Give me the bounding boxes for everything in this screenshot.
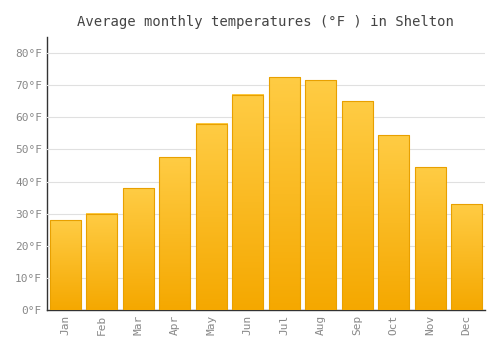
Bar bbox=[268, 77, 300, 310]
Bar bbox=[159, 158, 190, 310]
Bar bbox=[451, 204, 482, 310]
Bar bbox=[232, 95, 263, 310]
Bar bbox=[342, 101, 372, 310]
Bar bbox=[86, 214, 117, 310]
Bar bbox=[50, 220, 80, 310]
Bar bbox=[122, 188, 154, 310]
Bar bbox=[414, 167, 446, 310]
Bar bbox=[196, 124, 226, 310]
Bar bbox=[378, 135, 409, 310]
Bar bbox=[305, 80, 336, 310]
Title: Average monthly temperatures (°F ) in Shelton: Average monthly temperatures (°F ) in Sh… bbox=[78, 15, 454, 29]
